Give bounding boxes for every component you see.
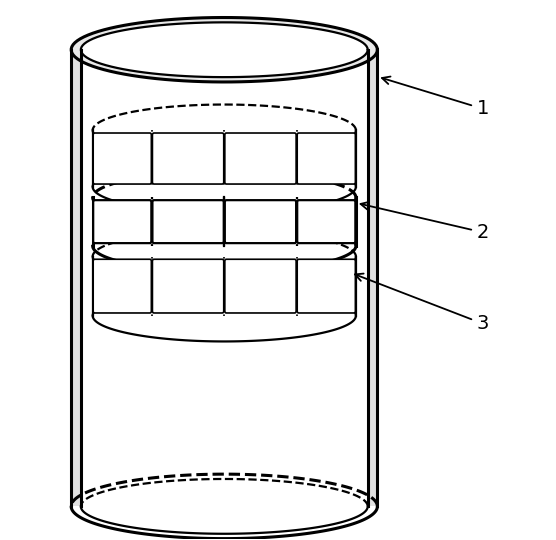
Polygon shape	[93, 198, 356, 246]
FancyBboxPatch shape	[93, 259, 151, 313]
Polygon shape	[93, 256, 356, 316]
Text: 3: 3	[355, 274, 489, 333]
FancyBboxPatch shape	[225, 259, 296, 313]
FancyBboxPatch shape	[152, 259, 224, 313]
Text: 1: 1	[382, 77, 489, 118]
FancyBboxPatch shape	[93, 200, 151, 243]
FancyBboxPatch shape	[152, 200, 224, 243]
Text: 2: 2	[361, 202, 489, 242]
FancyBboxPatch shape	[297, 259, 355, 313]
FancyBboxPatch shape	[152, 133, 224, 184]
FancyBboxPatch shape	[225, 200, 296, 243]
Polygon shape	[71, 50, 81, 507]
Polygon shape	[71, 17, 378, 82]
Polygon shape	[368, 50, 378, 507]
Bar	[81, 50, 368, 507]
FancyBboxPatch shape	[297, 133, 355, 184]
FancyBboxPatch shape	[225, 133, 296, 184]
FancyBboxPatch shape	[93, 133, 151, 184]
FancyBboxPatch shape	[297, 200, 355, 243]
Polygon shape	[93, 130, 356, 187]
